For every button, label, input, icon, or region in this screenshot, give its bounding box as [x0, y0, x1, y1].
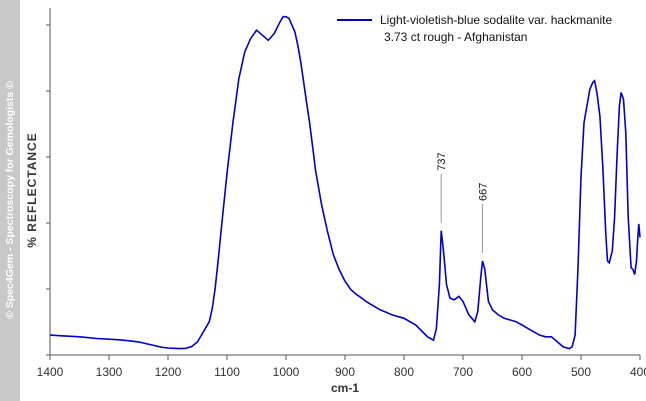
- x-axis-title: cm-1: [331, 381, 359, 395]
- x-tick-label: 1000: [273, 365, 300, 379]
- peak-label: 737: [436, 152, 448, 170]
- x-axis-ticks: [49, 355, 641, 360]
- y-tick-marks: [46, 24, 50, 356]
- spectrum-line: [49, 15, 641, 350]
- x-tick-labels: 1400 1300 1200 1100 1000 900 800 700 600 500 400: [37, 365, 646, 379]
- x-tick-label: 1200: [155, 365, 182, 379]
- y-axis-title: % REFLECTANCE: [25, 132, 39, 247]
- x-tick-label: 400: [630, 365, 646, 379]
- x-tick-label: 600: [512, 365, 532, 379]
- peak-label: 667: [477, 183, 489, 201]
- legend-entry-line2: 3.73 ct rough - Afghanistan: [384, 30, 527, 44]
- x-tick-label: 1100: [214, 365, 240, 379]
- x-tick-label: 1400: [37, 365, 64, 379]
- x-tick-label: 700: [453, 365, 473, 379]
- x-tick-label: 500: [571, 365, 591, 379]
- watermark-bar: © Spec4Gem - Spectroscopy for Gemologist…: [0, 0, 20, 401]
- x-tick-label: 1300: [96, 365, 123, 379]
- x-tick-label: 800: [394, 365, 414, 379]
- legend-entry-line1: Light-violetish-blue sodalite var. hackm…: [380, 13, 612, 27]
- legend: Light-violetish-blue sodalite var. hackm…: [337, 13, 612, 44]
- peak-annotations: 737 667: [436, 152, 489, 254]
- x-tick-label: 900: [335, 365, 355, 379]
